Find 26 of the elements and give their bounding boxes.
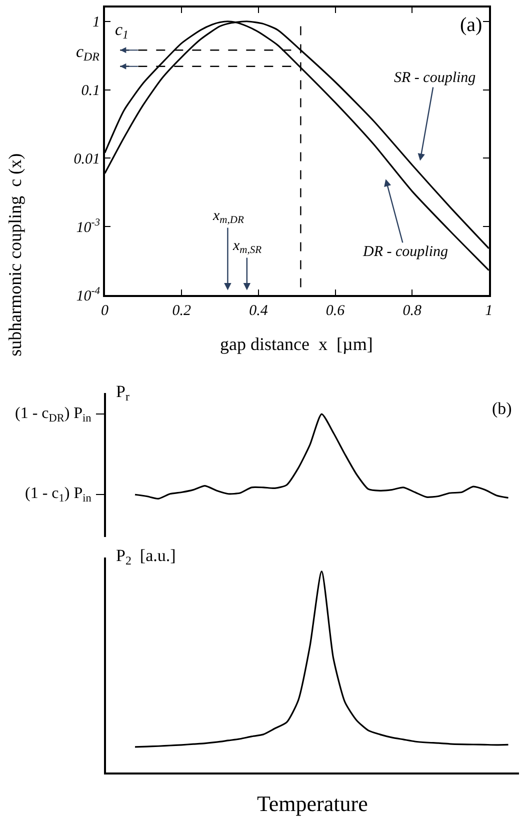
text: (1 - c$_{1}$) P$_{in}$ xyxy=(25,485,92,504)
annotation: DR - coupling xyxy=(362,244,448,260)
annotation: x$_{m,DR}$ xyxy=(212,208,244,226)
y-tick-label: 10$^{-4}$ xyxy=(76,286,101,304)
annotation: (a) xyxy=(460,14,482,36)
x-tick-label: 1 xyxy=(485,302,493,319)
y-axis-title: P$_{2}$ [a.u.] xyxy=(116,546,176,568)
y-tick-label: 10$^{-3}$ xyxy=(76,218,100,236)
y-tick-label: 1 xyxy=(92,14,100,31)
x-axis-title: Temperature xyxy=(257,791,368,816)
x-axis-title: gap distance x [µm] xyxy=(220,334,373,354)
annotation: (b) xyxy=(492,399,512,418)
ref-line-label: c$_{DR}$ xyxy=(76,42,100,64)
annotation: SR - coupling xyxy=(394,70,476,86)
x-tick-label: 0.6 xyxy=(326,302,346,319)
x-tick-label: 0.8 xyxy=(402,302,422,319)
y-tick-label: 0.01 xyxy=(74,151,100,168)
ref-line-label: c$_{1}$ xyxy=(115,20,128,42)
annotation: x$_{m,SR}$ xyxy=(232,238,262,256)
y-axis-title: P$_{r}$ xyxy=(116,382,130,404)
text: (1 - c$_{DR}$) P$_{in}$ xyxy=(15,405,92,424)
x-tick-label: 0.2 xyxy=(172,302,192,319)
x-tick-label: 0.4 xyxy=(249,302,268,319)
x-tick-label: 0 xyxy=(101,302,110,319)
y-axis-title: subharmonic coupling c (x) xyxy=(4,153,25,356)
y-tick-label: 0.1 xyxy=(81,83,100,100)
